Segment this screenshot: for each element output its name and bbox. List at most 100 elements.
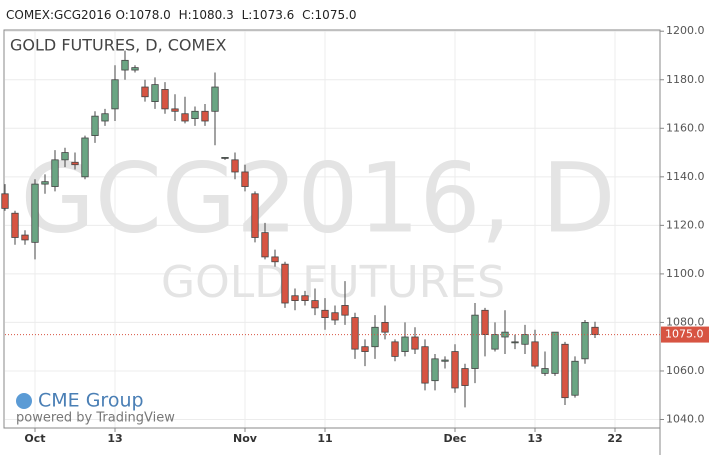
candle-body [91,115,99,136]
candle-body [451,351,459,389]
candle-body [581,322,589,360]
candle-body [21,234,29,241]
x-tick-label: 22 [607,432,622,445]
field-value: 1073.6 [252,8,295,22]
candle-body [431,358,439,382]
candle-body [81,137,89,178]
candle-body [11,212,19,238]
candle-body [61,152,69,161]
y-tick-label: 1100.0 [666,267,705,280]
candle-body [551,331,559,374]
y-tick-label: 1140.0 [666,170,705,183]
x-tick-label: 11 [317,432,332,445]
candle-body [101,113,109,122]
candle-body [111,79,119,110]
price-label: 1075.0 [665,328,704,341]
ohlc-field: L:1073.6 [242,8,295,22]
price-label-bg [661,326,709,343]
candle-body [411,336,419,350]
candle-body [71,161,79,166]
candle-body [501,331,509,338]
candle-body [51,159,59,187]
candle-body [291,295,299,301]
candle-body [571,360,579,396]
x-tick-label: Nov [233,432,258,445]
field-label: C: [302,8,315,22]
candle-body [561,343,569,399]
candle-body [281,263,289,304]
candle-body [151,84,159,102]
y-tick-label: 1060.0 [666,364,705,377]
candle-body [361,346,369,352]
x-tick-label: Dec [443,432,466,445]
candle-body [541,368,549,374]
candle-body [371,326,379,348]
candle-body [441,359,449,362]
candle-body [301,295,309,301]
candle-body [271,256,279,263]
candle-body [241,171,249,187]
candle-body [511,341,519,344]
header: COMEX:GCG2016 O:1078.0 H:1080.3 L:1073.6 … [0,0,711,30]
candle-body [141,86,149,98]
field-label: O: [115,8,129,22]
candle-body [131,67,139,71]
ohlc-field: H:1080.3 [179,8,234,22]
y-tick-label: 1180.0 [666,73,705,86]
y-tick-label: 1080.0 [666,315,705,328]
x-tick-label: 13 [107,432,122,445]
candle-body [521,334,529,345]
candle-body [171,108,179,112]
candle-body [421,346,429,384]
x-tick-label: Oct [24,432,45,445]
candle-body [351,317,359,350]
chart-title: GOLD FUTURES, D, COMEX [10,36,226,55]
candle-body [31,183,39,243]
candle-body [401,336,409,352]
candle-body [311,300,319,309]
candle-body [221,157,229,159]
candle-body [181,113,189,122]
candle-body [591,326,599,335]
candle-body [41,181,49,185]
candle-body [261,232,269,258]
candle-body [121,59,129,71]
ohlc-field: O:1078.0 [116,8,171,22]
field-value: 1075.0 [314,8,357,22]
candle-body [161,89,169,110]
candle-body [331,312,339,321]
candle-body [321,309,329,318]
watermark: GCG2016, D [20,142,615,254]
y-tick-label: 1160.0 [666,121,705,134]
candle-body [231,159,239,173]
symbol: COMEX:GCG2016 [6,8,112,22]
field-value: 1078.0 [128,8,171,22]
field-label: L: [241,8,253,22]
y-tick-label: 1120.0 [666,218,705,231]
candle-body [191,110,199,119]
candle-body [461,368,469,386]
candle-body [471,314,479,369]
watermark-sub: GOLD FUTURES [161,257,505,308]
y-tick-label: 1040.0 [666,413,705,426]
candle-body [1,193,9,209]
logo-icon [16,393,32,409]
candle-body [381,322,389,333]
candle-body [531,341,539,367]
candle-body [391,341,399,357]
candle-body [481,309,489,335]
y-tick-label: 1200.0 [666,24,705,37]
field-label: H: [178,8,192,22]
candle-body [251,193,259,238]
field-value: 1080.3 [191,8,234,22]
x-tick-label: 13 [527,432,542,445]
powered-by: powered by TradingView [16,411,175,426]
candle-body [211,86,219,112]
logo: CME Group [38,390,144,412]
candle-body [201,110,209,122]
ohlc-field: C:1075.0 [302,8,356,22]
candle-body [491,334,499,350]
candle-body [341,305,349,316]
